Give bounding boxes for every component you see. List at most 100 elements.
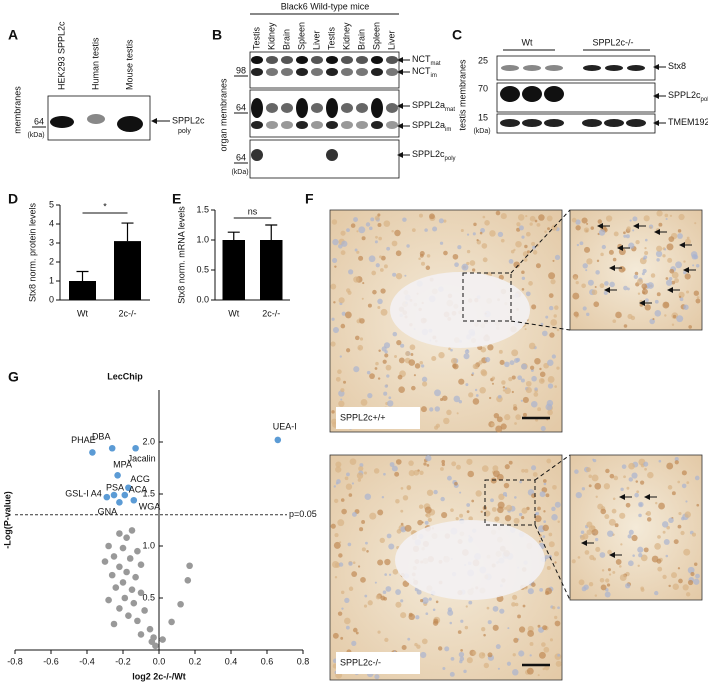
cell <box>665 554 669 558</box>
cell <box>400 599 404 603</box>
cell <box>495 644 501 650</box>
cell <box>508 460 513 465</box>
cell <box>500 423 507 430</box>
cell <box>543 646 550 653</box>
cell <box>628 529 634 535</box>
cell <box>443 417 450 425</box>
cell <box>461 263 469 271</box>
cell <box>351 640 357 646</box>
point <box>128 527 136 534</box>
point <box>186 562 193 570</box>
band-label: SPPL2cpoly <box>412 149 456 161</box>
cell <box>547 227 550 231</box>
cell <box>644 304 651 311</box>
band <box>386 68 398 76</box>
cell <box>496 416 503 423</box>
cell <box>612 570 616 574</box>
y-tick-label: 1 <box>49 275 54 285</box>
cell <box>396 529 402 534</box>
cell <box>395 499 400 504</box>
cell <box>679 297 684 302</box>
cell <box>429 407 434 412</box>
cell <box>620 543 623 546</box>
cell <box>508 377 513 382</box>
cell <box>593 301 600 308</box>
cell <box>646 517 652 522</box>
cell <box>334 265 337 268</box>
cell <box>676 315 684 323</box>
cell <box>480 510 483 513</box>
cell <box>490 498 494 503</box>
cell <box>472 650 477 655</box>
point <box>108 444 116 452</box>
band <box>341 121 353 129</box>
cell <box>677 567 681 570</box>
cell <box>590 525 596 530</box>
cell <box>354 335 360 341</box>
cell <box>404 524 412 532</box>
band <box>500 119 520 127</box>
cell <box>341 607 344 610</box>
cell <box>334 533 339 538</box>
cell <box>426 489 434 496</box>
cell <box>626 226 631 231</box>
cell <box>684 273 691 280</box>
cell <box>332 632 339 639</box>
point <box>132 573 139 581</box>
cell <box>644 250 649 256</box>
cell <box>640 480 645 485</box>
cell <box>437 646 443 651</box>
cell <box>481 627 486 632</box>
cell <box>682 584 689 591</box>
cell <box>513 406 518 411</box>
cell <box>612 497 616 501</box>
cell <box>413 469 420 476</box>
cell <box>330 523 336 529</box>
band <box>311 68 323 76</box>
cell <box>516 222 521 227</box>
point-label: PSA <box>106 482 124 492</box>
cell <box>586 222 589 225</box>
cell <box>658 502 665 510</box>
cell <box>350 223 356 228</box>
point <box>168 618 175 626</box>
cell <box>514 422 517 425</box>
cell <box>486 606 490 610</box>
cell <box>396 339 402 346</box>
band <box>356 121 368 129</box>
cell <box>635 480 639 483</box>
cell <box>642 268 647 274</box>
cell <box>518 512 523 517</box>
cell <box>633 274 638 279</box>
cell <box>499 608 505 614</box>
cell <box>466 503 471 507</box>
band <box>341 68 353 76</box>
band <box>311 103 323 113</box>
cell <box>357 565 361 568</box>
cell <box>586 258 593 265</box>
cell <box>684 238 692 245</box>
cell <box>644 238 648 242</box>
cell <box>532 472 538 477</box>
cell <box>537 407 542 412</box>
cell <box>440 467 444 471</box>
point-label: WGA <box>139 502 161 512</box>
cell <box>501 380 506 385</box>
cell <box>458 378 465 385</box>
cell <box>389 462 395 467</box>
band-label: SPPL2aim <box>412 120 451 132</box>
cell <box>351 571 358 578</box>
point <box>125 612 132 619</box>
cell <box>385 586 392 592</box>
cell <box>687 579 694 586</box>
cell <box>346 228 350 232</box>
y-axis-label: -Log(P-value) <box>2 491 12 549</box>
point <box>123 568 130 576</box>
cell <box>400 509 404 513</box>
band <box>583 65 601 71</box>
cell <box>465 383 469 387</box>
cell <box>488 396 492 400</box>
y-tick-label: 2 <box>49 256 54 266</box>
cell <box>548 293 554 298</box>
cell <box>696 503 700 507</box>
